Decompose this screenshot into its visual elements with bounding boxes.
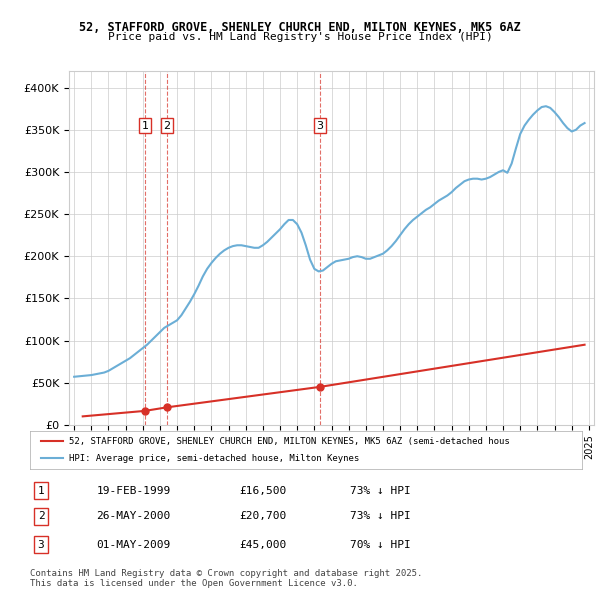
Text: 3: 3 — [317, 120, 323, 130]
Text: £45,000: £45,000 — [240, 540, 287, 550]
Text: This data is licensed under the Open Government Licence v3.0.: This data is licensed under the Open Gov… — [30, 579, 358, 588]
Text: Price paid vs. HM Land Registry's House Price Index (HPI): Price paid vs. HM Land Registry's House … — [107, 32, 493, 42]
Text: 70% ↓ HPI: 70% ↓ HPI — [350, 540, 411, 550]
Text: 52, STAFFORD GROVE, SHENLEY CHURCH END, MILTON KEYNES, MK5 6AZ: 52, STAFFORD GROVE, SHENLEY CHURCH END, … — [79, 21, 521, 34]
Text: 73% ↓ HPI: 73% ↓ HPI — [350, 486, 411, 496]
Text: Contains HM Land Registry data © Crown copyright and database right 2025.: Contains HM Land Registry data © Crown c… — [30, 569, 422, 578]
Text: 52, STAFFORD GROVE, SHENLEY CHURCH END, MILTON KEYNES, MK5 6AZ (semi-detached ho: 52, STAFFORD GROVE, SHENLEY CHURCH END, … — [68, 437, 509, 446]
Text: HPI: Average price, semi-detached house, Milton Keynes: HPI: Average price, semi-detached house,… — [68, 454, 359, 463]
Text: 2: 2 — [163, 120, 170, 130]
Text: 73% ↓ HPI: 73% ↓ HPI — [350, 512, 411, 522]
Text: 01-MAY-2009: 01-MAY-2009 — [96, 540, 170, 550]
Text: £20,700: £20,700 — [240, 512, 287, 522]
Text: 19-FEB-1999: 19-FEB-1999 — [96, 486, 170, 496]
Text: 26-MAY-2000: 26-MAY-2000 — [96, 512, 170, 522]
Text: 1: 1 — [38, 486, 44, 496]
Text: 1: 1 — [142, 120, 148, 130]
Text: £16,500: £16,500 — [240, 486, 287, 496]
Text: 3: 3 — [38, 540, 44, 550]
Text: 2: 2 — [38, 512, 44, 522]
